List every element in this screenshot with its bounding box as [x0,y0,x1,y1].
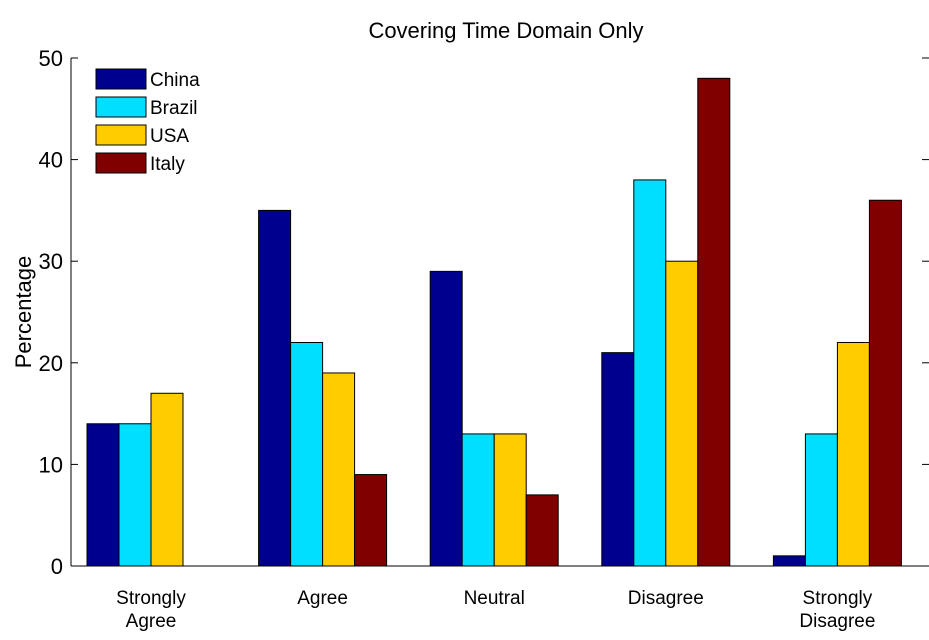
bar-china-2 [429,270,463,567]
category-labels: Strongly Agree Agree Neutral Disagree Strongl… [116,588,875,632]
bar-italy-2 [525,494,559,567]
legend: China Brazil USA Italy [95,68,200,175]
category-label: Agree [297,588,348,609]
bar-italy-3 [697,77,731,567]
bar-usa-0 [150,392,184,567]
bar-china-4 [772,555,806,567]
y-tick-label: 10 [39,452,63,477]
bar-brazil-2 [461,433,495,567]
legend-label-usa: USA [150,126,189,147]
bar-usa-1 [322,372,356,567]
tick-labels: 0 10 20 30 40 50 [39,46,929,579]
y-tick-label: 50 [39,46,63,71]
bar-usa-3 [665,260,699,567]
bar-brazil-0 [118,423,152,567]
legend-swatch-china [95,68,147,90]
legend-label-brazil: Brazil [150,98,198,119]
bar-brazil-1 [290,341,324,567]
y-tick-label: 0 [51,554,63,579]
legend-swatch-brazil [95,96,147,118]
category-label: Disagree [628,588,704,609]
bar-china-1 [258,209,292,567]
bar-brazil-3 [633,179,667,567]
category-label: Strongly Disagree [799,588,875,632]
legend-swatch-usa [95,124,147,146]
y-tick-label: 20 [39,351,63,376]
bar-italy-1 [354,474,388,567]
bar-usa-2 [493,433,527,567]
bar-china-3 [601,352,635,567]
category-label: Neutral [464,588,525,609]
chart-title: Covering Time Domain Only [368,18,643,43]
bars-group [86,77,902,567]
y-axis-label: Percentage [11,256,36,369]
bar-usa-4 [836,341,870,567]
y-tick-label: 40 [39,148,63,173]
category-label: Strongly Agree [116,588,186,632]
legend-label-italy: Italy [150,154,185,175]
bar-italy-4 [868,199,902,567]
legend-label-china: China [150,70,200,91]
legend-swatch-italy [95,152,147,174]
axes-group [70,58,929,567]
bar-china-0 [86,423,120,567]
y-tick-label: 30 [39,249,63,274]
bar-brazil-4 [804,433,838,567]
